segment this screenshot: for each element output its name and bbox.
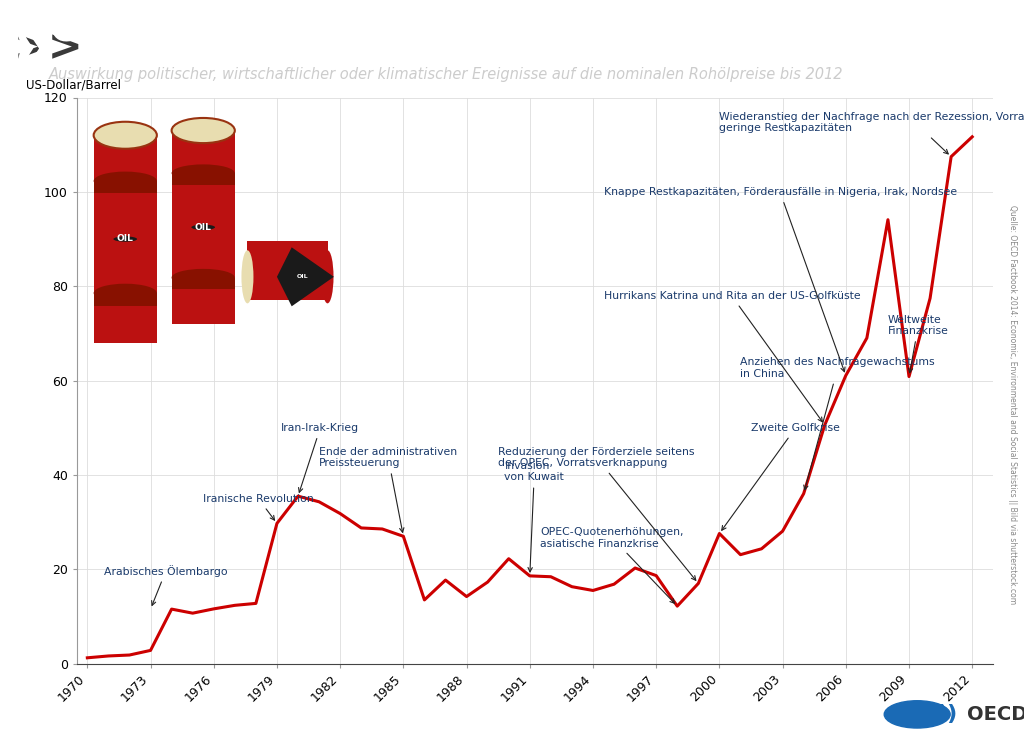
Bar — [93, 135, 157, 343]
Bar — [248, 242, 328, 301]
Text: Invasion
von Kuwait: Invasion von Kuwait — [505, 460, 564, 572]
Text: OPEC-Quotenerhöhungen,
asiatische Finanzkrise: OPEC-Quotenerhöhungen, asiatische Finanz… — [541, 527, 684, 603]
Ellipse shape — [172, 118, 234, 143]
Text: Ölpreise: Ölpreise — [49, 4, 231, 49]
Text: Ende der administrativen
Preissteuerung: Ende der administrativen Preissteuerung — [319, 447, 457, 532]
Ellipse shape — [322, 251, 334, 303]
Text: OIL: OIL — [195, 223, 212, 232]
Polygon shape — [196, 223, 211, 227]
Ellipse shape — [242, 251, 254, 303]
Ellipse shape — [93, 172, 157, 190]
Text: )): )) — [937, 704, 957, 724]
Text: US-Dollar/Barrel: US-Dollar/Barrel — [27, 79, 122, 92]
Polygon shape — [118, 235, 133, 239]
Text: OIL: OIL — [117, 235, 134, 244]
Text: Arabisches Ölembargo: Arabisches Ölembargo — [104, 565, 227, 605]
Text: Hurrikans Katrina und Rita an der US-Golfküste: Hurrikans Katrina und Rita an der US-Gol… — [603, 291, 860, 422]
Text: Knappe Restkapazitäten, Förderausfälle in Nigeria, Irak, Nordsee: Knappe Restkapazitäten, Förderausfälle i… — [603, 188, 956, 372]
Polygon shape — [276, 248, 334, 306]
Bar — [172, 278, 234, 290]
Ellipse shape — [93, 284, 157, 302]
Text: Wiederanstieg der Nachfrage nach der Rezession, Vorratsverknappung,
geringe Rest: Wiederanstieg der Nachfrage nach der Rez… — [720, 112, 1024, 154]
Ellipse shape — [172, 268, 234, 286]
Ellipse shape — [191, 224, 215, 230]
Text: )): )) — [10, 27, 51, 70]
Ellipse shape — [93, 122, 157, 148]
Text: Anziehen des Nachfragewachstums
in China: Anziehen des Nachfragewachstums in China — [740, 357, 935, 490]
Text: Auswirkung politischer, wirtschaftlicher oder klimatischer Ereignisse auf die no: Auswirkung politischer, wirtschaftlicher… — [49, 68, 844, 82]
Text: OIL: OIL — [296, 274, 308, 279]
Circle shape — [884, 700, 950, 728]
Text: ❯: ❯ — [10, 32, 38, 65]
Bar — [172, 130, 234, 324]
Text: Iranische Revolution: Iranische Revolution — [203, 494, 314, 520]
Text: OECD: OECD — [967, 705, 1024, 724]
Text: Zweite Golfkrise: Zweite Golfkrise — [722, 423, 840, 530]
Text: Quelle: OECD Factbook 2014: Economic, Environmental and Social Statistics || Bil: Quelle: OECD Factbook 2014: Economic, En… — [1008, 206, 1017, 604]
Text: >>: >> — [13, 28, 83, 70]
Text: Iran-Irak-Krieg: Iran-Irak-Krieg — [282, 423, 359, 492]
Bar — [93, 181, 157, 194]
Bar — [172, 173, 234, 184]
Text: Weltweite
Finanzkrise: Weltweite Finanzkrise — [888, 314, 949, 373]
Ellipse shape — [114, 236, 137, 242]
Ellipse shape — [172, 164, 234, 182]
Bar — [93, 293, 157, 305]
Text: Reduzierung der Förderziele seitens
der OPEC, Vorratsverknappung: Reduzierung der Förderziele seitens der … — [498, 447, 695, 580]
Text: ❯: ❯ — [23, 32, 50, 65]
